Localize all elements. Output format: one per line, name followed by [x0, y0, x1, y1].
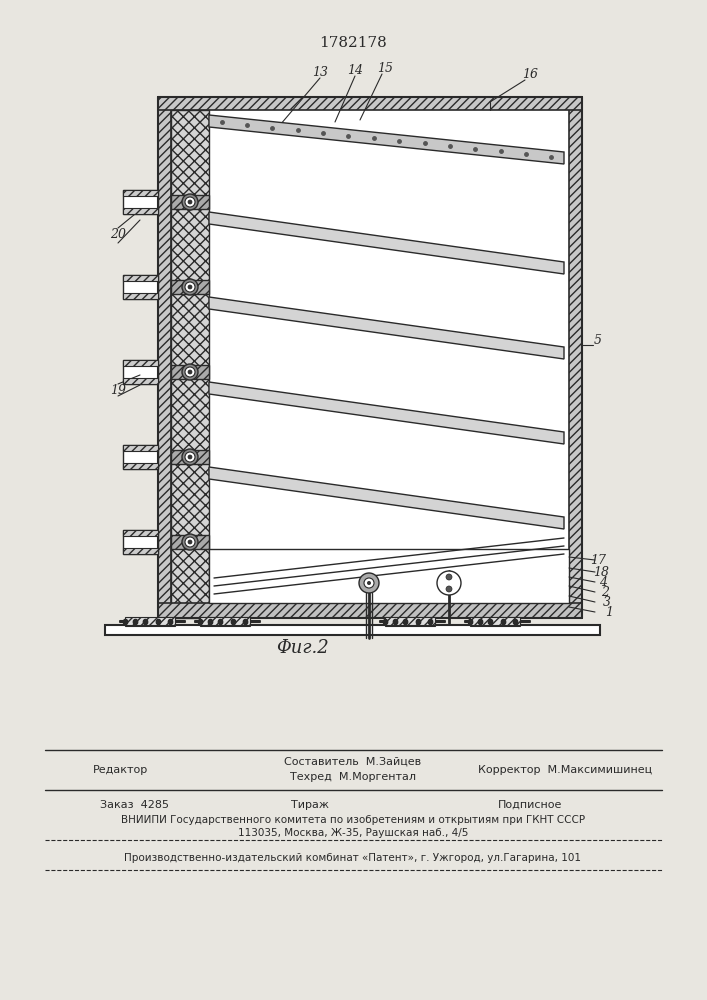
Circle shape	[364, 578, 374, 588]
Text: 2: 2	[601, 585, 609, 598]
Text: Тираж: Тираж	[291, 800, 329, 810]
Bar	[385, 617, 435, 625]
Circle shape	[359, 573, 379, 593]
Text: 4: 4	[599, 576, 607, 588]
Text: Заказ  4285: Заказ 4285	[100, 800, 169, 810]
Bar	[123, 360, 158, 366]
Circle shape	[182, 194, 198, 210]
Circle shape	[437, 571, 461, 595]
Bar	[200, 617, 250, 625]
Bar	[171, 450, 209, 464]
Polygon shape	[209, 297, 564, 359]
Text: Техред  М.Моргентал: Техред М.Моргентал	[290, 772, 416, 782]
Bar	[123, 275, 158, 299]
Bar	[123, 378, 158, 384]
Circle shape	[188, 455, 192, 459]
Text: 17: 17	[590, 554, 606, 566]
Text: 5: 5	[594, 334, 602, 347]
Text: Редактор: Редактор	[93, 765, 148, 775]
Text: 1: 1	[605, 605, 613, 618]
Polygon shape	[209, 382, 564, 444]
Bar	[158, 97, 582, 110]
Text: 113035, Москва, Ж-35, Раушская наб., 4/5: 113035, Москва, Ж-35, Раушская наб., 4/5	[238, 828, 468, 838]
Polygon shape	[209, 212, 564, 274]
Circle shape	[185, 282, 195, 292]
Bar	[123, 293, 158, 299]
Bar	[130, 618, 170, 625]
Text: Корректор  М.Максимишинец: Корректор М.Максимишинец	[478, 765, 652, 775]
Bar	[171, 280, 209, 294]
Text: 15: 15	[377, 62, 393, 75]
Text: 20: 20	[110, 229, 126, 241]
Circle shape	[182, 534, 198, 550]
Bar	[123, 208, 158, 214]
Text: 14: 14	[347, 64, 363, 77]
Circle shape	[188, 200, 192, 204]
Bar	[171, 110, 209, 618]
Bar	[171, 365, 209, 379]
Bar	[123, 445, 158, 451]
Polygon shape	[209, 115, 564, 164]
Bar	[105, 625, 600, 635]
Bar	[123, 445, 158, 469]
Bar	[470, 617, 520, 625]
Bar	[569, 97, 582, 618]
Circle shape	[446, 574, 452, 580]
Circle shape	[185, 367, 195, 377]
Circle shape	[188, 285, 192, 289]
Bar	[123, 530, 158, 554]
Text: Подписное: Подписное	[498, 800, 562, 810]
Bar	[205, 618, 245, 625]
Bar	[171, 195, 209, 209]
Bar	[123, 275, 158, 281]
Polygon shape	[209, 467, 564, 529]
Circle shape	[182, 449, 198, 465]
Text: Производственно-издательский комбинат «Патент», г. Ужгород, ул.Гагарина, 101: Производственно-издательский комбинат «П…	[124, 853, 581, 863]
Text: 16: 16	[522, 68, 538, 82]
Bar	[123, 190, 158, 214]
Text: Φиг.2: Φиг.2	[276, 639, 329, 657]
Bar	[200, 618, 250, 626]
Bar	[171, 535, 209, 549]
Text: 3: 3	[603, 595, 611, 608]
Circle shape	[188, 370, 192, 374]
Bar	[475, 618, 515, 625]
Bar	[158, 97, 171, 618]
Bar	[123, 548, 158, 554]
Bar	[123, 530, 158, 536]
Bar	[158, 603, 582, 618]
Bar	[125, 617, 175, 625]
Bar	[390, 618, 430, 625]
Circle shape	[188, 540, 192, 544]
Circle shape	[185, 452, 195, 462]
Bar	[385, 618, 435, 626]
Text: 18: 18	[593, 566, 609, 578]
Circle shape	[185, 537, 195, 547]
Text: 13: 13	[312, 66, 328, 79]
Circle shape	[182, 279, 198, 295]
Bar	[123, 190, 158, 196]
Circle shape	[182, 364, 198, 380]
Bar	[125, 618, 175, 626]
Text: 19: 19	[110, 383, 126, 396]
Text: Составитель  М.Зайцев: Составитель М.Зайцев	[284, 757, 421, 767]
Circle shape	[185, 197, 195, 207]
Bar	[123, 463, 158, 469]
Circle shape	[446, 586, 452, 592]
Bar	[209, 549, 569, 603]
Circle shape	[367, 581, 371, 585]
Bar	[123, 360, 158, 384]
Bar	[158, 97, 582, 618]
Text: ВНИИПИ Государственного комитета по изобретениям и открытиям при ГКНТ СССР: ВНИИПИ Государственного комитета по изоб…	[121, 815, 585, 825]
Text: 1782178: 1782178	[319, 36, 387, 50]
Bar	[470, 618, 520, 626]
